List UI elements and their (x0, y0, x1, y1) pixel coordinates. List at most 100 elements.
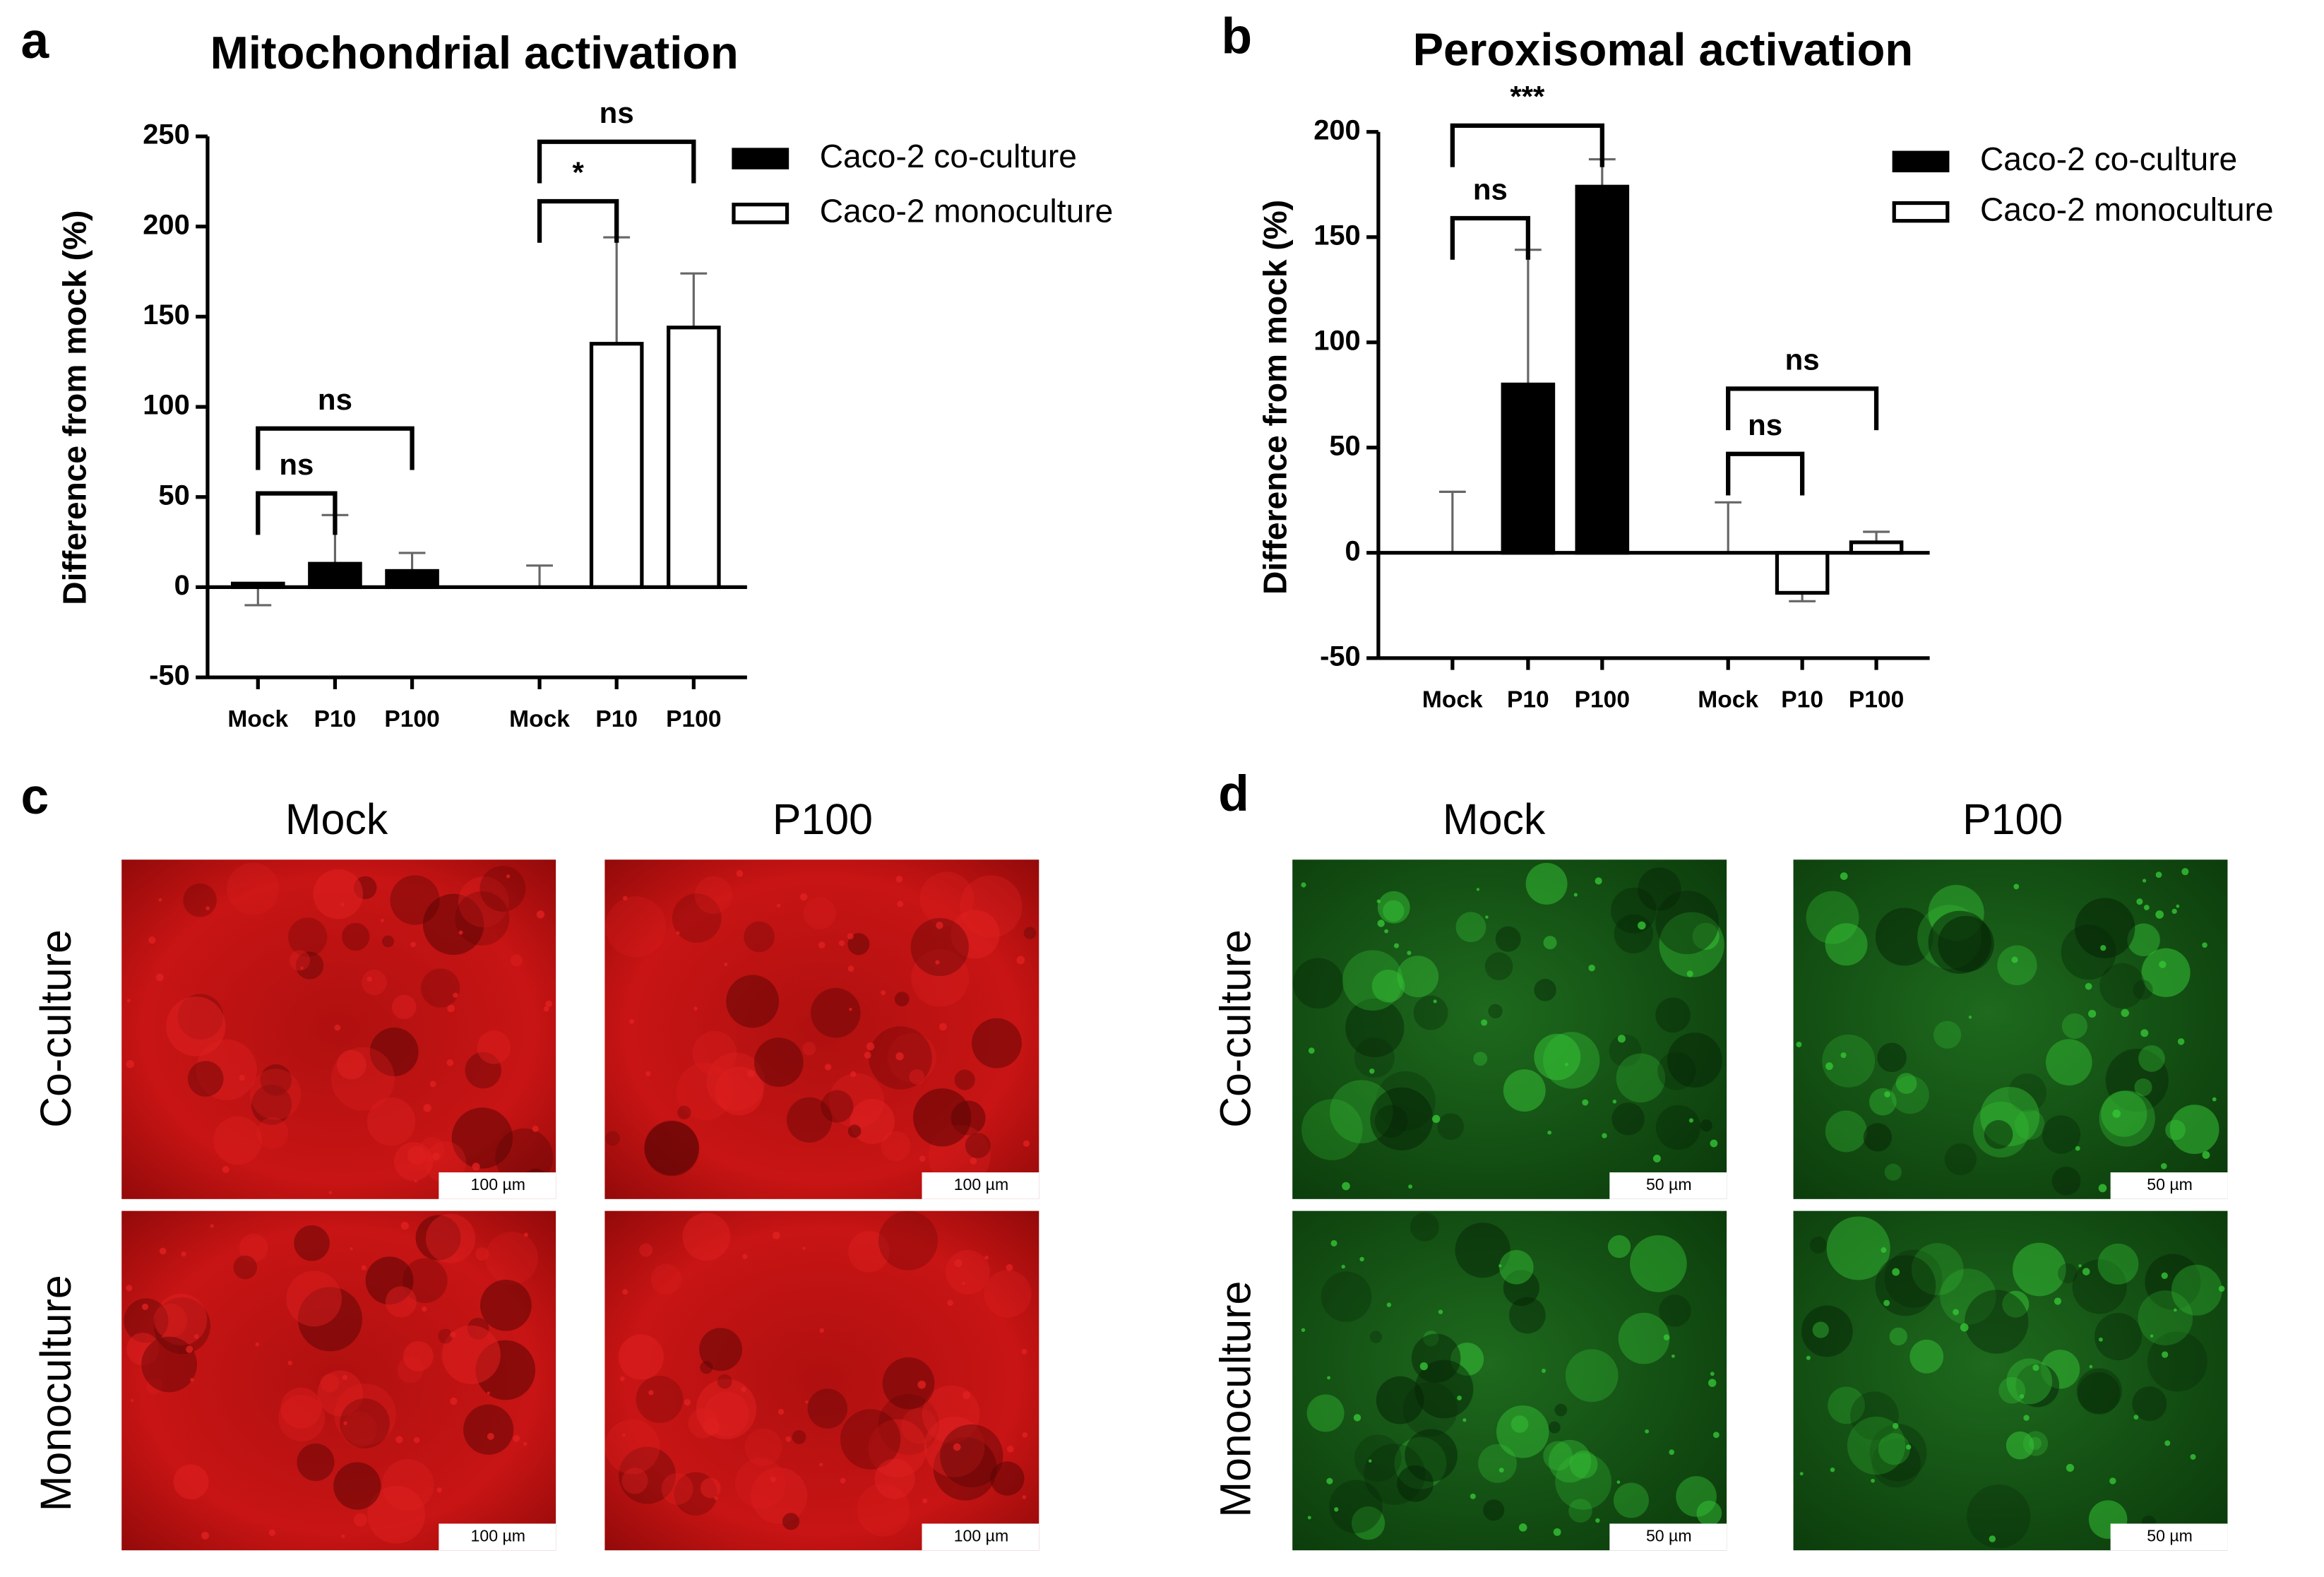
texture (1871, 1439, 1921, 1488)
x-tick-label: Mock (1698, 687, 1758, 713)
texture (1329, 1480, 1383, 1534)
texture (300, 966, 304, 970)
texture (742, 1254, 748, 1259)
texture (2136, 898, 2143, 905)
significance-bracket (537, 139, 696, 184)
texture (2008, 1073, 2047, 1112)
texture (1419, 1362, 1428, 1371)
texture (648, 1390, 654, 1396)
texture (1369, 1331, 1383, 1343)
texture (155, 973, 164, 982)
texture (341, 1411, 378, 1448)
texture (1411, 1333, 1461, 1383)
row-label: Co-culture (1212, 929, 1260, 1128)
texture (397, 1357, 424, 1383)
texture (1582, 1099, 1589, 1106)
texture (874, 1458, 915, 1499)
texture (1301, 882, 1306, 888)
texture (840, 1477, 846, 1484)
texture (205, 906, 210, 910)
texture (2099, 1337, 2103, 1342)
texture (895, 1052, 904, 1061)
texture (805, 1400, 809, 1404)
texture (785, 1436, 792, 1442)
texture (622, 1433, 626, 1437)
significance-bracket (1450, 215, 1531, 260)
texture (878, 1393, 939, 1455)
texture (1710, 1139, 1718, 1148)
texture (148, 936, 156, 944)
texture (1871, 1478, 1875, 1483)
texture (227, 862, 280, 915)
texture (894, 992, 910, 1007)
texture (250, 1069, 302, 1120)
legend-swatch (732, 148, 789, 169)
texture (2082, 1268, 2090, 1275)
texture (1455, 1222, 1510, 1278)
texture (1326, 1477, 1333, 1484)
texture (210, 1224, 214, 1228)
texture (692, 1030, 737, 1076)
texture (320, 1374, 340, 1393)
texture (922, 1498, 928, 1504)
texture (1933, 1020, 1962, 1049)
texture (644, 1120, 699, 1175)
legend-label: Caco-2 monoculture (1980, 191, 2274, 227)
texture (2133, 980, 2153, 1000)
texture (2100, 945, 2107, 951)
texture (450, 1331, 456, 1338)
texture (919, 1155, 926, 1162)
texture (1850, 1391, 1899, 1440)
texture (1863, 1123, 1892, 1152)
texture (365, 1256, 414, 1305)
texture (1796, 1041, 1802, 1047)
texture (1909, 1339, 1944, 1374)
texture (1645, 1429, 1650, 1434)
texture (1655, 891, 1720, 955)
texture (1432, 1114, 1441, 1124)
y-tick-label: 100 (143, 390, 190, 421)
texture (1893, 1422, 1899, 1429)
texture (1437, 1113, 1465, 1141)
texture (1397, 956, 1439, 998)
texture (1334, 1507, 1339, 1512)
chart-title: Peroxisomal activation (1413, 24, 1914, 76)
texture (2190, 1453, 2196, 1460)
texture (1384, 929, 1389, 934)
texture (1595, 877, 1602, 885)
texture (1667, 1033, 1722, 1088)
texture (1462, 1418, 1467, 1422)
y-tick-label: 150 (1313, 220, 1361, 251)
texture (1377, 920, 1385, 927)
y-tick-label: 150 (143, 299, 190, 331)
texture (895, 876, 903, 883)
texture (1616, 1480, 1621, 1484)
texture (819, 1328, 824, 1333)
texture (441, 1325, 501, 1384)
micrograph: 50 µm (1793, 859, 2228, 1199)
texture (1495, 926, 1521, 952)
texture (2061, 1013, 2087, 1039)
column-label: Mock (1443, 795, 1546, 843)
micrograph: 50 µm (1292, 859, 1727, 1199)
texture (1840, 872, 1848, 880)
texture (1875, 1255, 1936, 1316)
texture (487, 1391, 490, 1395)
texture (213, 1116, 262, 1165)
texture (1806, 891, 1859, 944)
texture (447, 1004, 455, 1013)
texture (1499, 1250, 1534, 1285)
texture (181, 1251, 186, 1257)
texture (2176, 904, 2180, 908)
texture (1553, 1528, 1561, 1536)
texture (714, 1496, 718, 1500)
texture (605, 896, 667, 958)
texture (1659, 1295, 1691, 1327)
scale-bar-box (2110, 1523, 2228, 1551)
column-label: P100 (773, 795, 873, 843)
x-tick-label: Mock (1422, 687, 1483, 713)
texture (1830, 1467, 1835, 1472)
x-tick-label: P10 (595, 706, 638, 732)
texture (1374, 1105, 1408, 1138)
texture (1669, 1449, 1675, 1456)
